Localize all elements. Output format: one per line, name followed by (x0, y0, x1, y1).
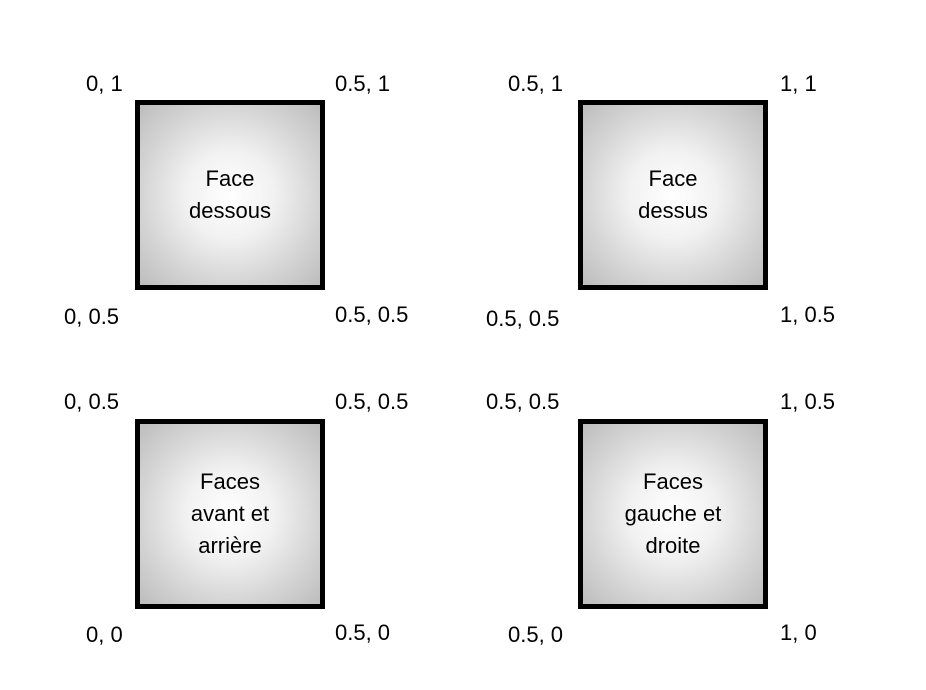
face-gauche-droite-label: Faces gauche et droite (624, 469, 722, 558)
face-dessous-label: Face dessous (189, 166, 271, 223)
corner-gauche-droite-bottom-left: 0.5, 0 (508, 622, 564, 647)
face-gauche-droite-box: Faces gauche et droite (578, 419, 768, 609)
corner-gauche-droite-top-left: 0.5, 0.5 (486, 389, 560, 414)
corner-dessus-top-left: 0.5, 1 (508, 71, 564, 96)
face-dessus-label: Face dessus (638, 166, 708, 223)
face-dessous-box: Face dessous (135, 100, 325, 290)
face-avant-arriere-box: Faces avant et arrière (135, 419, 325, 609)
corner-avant-arriere-top-right: 0.5, 0.5 (335, 389, 409, 414)
corner-dessous-top-left: 0, 1 (86, 71, 123, 96)
face-dessus-box: Face dessus (578, 100, 768, 290)
corner-dessous-bottom-left: 0, 0.5 (64, 304, 120, 329)
face-avant-arriere-label: Faces avant et arrière (190, 469, 270, 558)
corner-gauche-droite-bottom-right: 1, 0 (780, 620, 817, 645)
corner-gauche-droite-top-right: 1, 0.5 (780, 389, 836, 414)
corner-dessus-bottom-right: 1, 0.5 (780, 302, 836, 327)
corner-avant-arriere-bottom-left: 0, 0 (86, 622, 123, 647)
corner-avant-arriere-top-left: 0, 0.5 (64, 389, 120, 414)
corner-dessous-top-right: 0.5, 1 (335, 71, 391, 96)
corner-avant-arriere-bottom-right: 0.5, 0 (335, 620, 391, 645)
corner-dessus-top-right: 1, 1 (780, 71, 817, 96)
corner-dessous-bottom-right: 0.5, 0.5 (335, 302, 409, 327)
corner-dessus-bottom-left: 0.5, 0.5 (486, 306, 560, 331)
